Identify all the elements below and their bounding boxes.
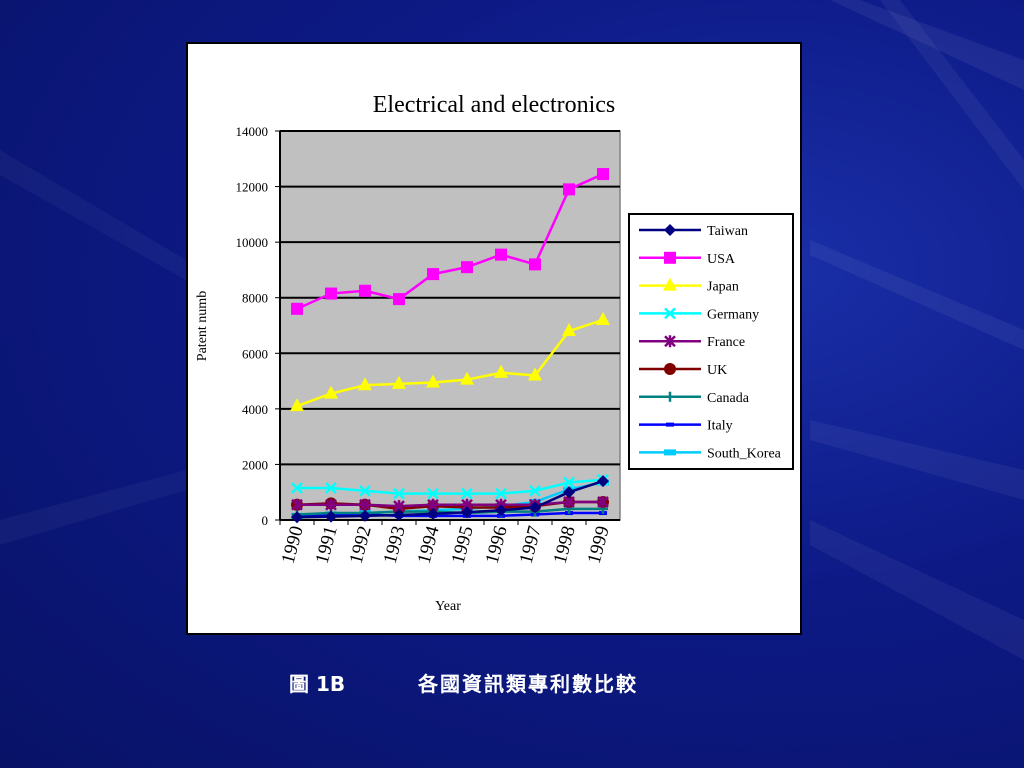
x-tick-label: 1997: [516, 524, 546, 566]
data-point-japan: [426, 374, 440, 388]
legend-marker-italy: [666, 422, 674, 427]
legend-label-japan: Japan: [707, 280, 739, 295]
legend-marker-taiwan: [664, 224, 676, 236]
series-line-taiwan: [296, 479, 604, 519]
y-axis-label: Patent numb: [195, 291, 210, 361]
data-point-taiwan: [597, 475, 609, 488]
legend-label-canada: Canada: [707, 391, 750, 406]
x-tick-label: 1992: [346, 524, 376, 566]
line-chart: Electrical and electronics 0 2000 4000 6000…: [195, 92, 794, 614]
data-point-usa: [495, 248, 507, 261]
data-point-japan: [528, 367, 542, 381]
data-point-taiwan: [563, 486, 575, 499]
data-point-japan: [596, 311, 610, 325]
legend-marker-japan: [663, 277, 677, 291]
data-point-usa: [325, 287, 337, 300]
data-point-france: [291, 498, 303, 511]
data-point-germany: [325, 482, 337, 494]
legend-marker-france: [664, 335, 676, 348]
data-point-japan: [460, 371, 474, 385]
x-tick-label: 1999: [584, 524, 614, 566]
data-point-france: [597, 495, 609, 508]
data-point-germany: [461, 487, 473, 500]
legend-label-usa: USA: [707, 252, 736, 267]
series-line-italy: [296, 511, 603, 518]
data-point-japan: [562, 323, 576, 337]
data-point-usa: [529, 258, 541, 271]
data-point-taiwan: [393, 508, 405, 521]
data-point-taiwan: [495, 504, 507, 517]
y-tick-label: 12000: [236, 180, 269, 195]
y-tick-label: 10000: [236, 235, 269, 250]
data-point-usa: [461, 261, 473, 274]
legend-label-france: France: [707, 335, 745, 350]
x-tick-label: 1998: [550, 524, 580, 566]
legend-marker-south-korea: [664, 449, 676, 456]
legend-marker-germany: [664, 307, 676, 320]
data-point-japan: [358, 377, 372, 391]
legend-marker-canada: [665, 391, 675, 402]
y-tick-label: 4000: [242, 402, 268, 417]
data-point-taiwan: [461, 506, 473, 519]
legend-label-taiwan: Taiwan: [707, 224, 748, 239]
x-tick-label: 1996: [482, 524, 512, 566]
data-point-usa: [597, 168, 609, 181]
figure-description: 各國資訊類專利數比較: [418, 672, 638, 696]
data-point-france: [359, 498, 371, 511]
data-point-usa: [291, 302, 303, 315]
data-point-germany: [393, 487, 405, 500]
y-tick-label: 6000: [242, 346, 268, 361]
legend-label-germany: Germany: [707, 307, 759, 322]
data-point-japan: [392, 375, 406, 389]
data-point-taiwan: [291, 511, 303, 524]
x-tick-label: 1994: [414, 523, 444, 566]
x-axis-label: Year: [435, 599, 461, 614]
data-point-germany: [359, 484, 371, 497]
x-tick-label: 1995: [448, 524, 478, 566]
series-line-germany: [297, 478, 604, 495]
data-point-japan: [290, 398, 304, 412]
data-point-germany: [291, 482, 303, 494]
series-line-japan: [296, 318, 604, 408]
chart-title: Electrical and electronics: [373, 92, 616, 118]
y-tick-label: 0: [262, 513, 269, 528]
x-tick-label: 1993: [380, 524, 410, 566]
data-point-japan: [324, 385, 338, 399]
legend-label-south-korea: South_Korea: [707, 446, 782, 461]
y-tick-label: 14000: [236, 124, 269, 139]
y-tick-label: 2000: [242, 457, 268, 472]
data-point-taiwan: [325, 510, 337, 523]
data-point-germany: [563, 476, 575, 489]
data-point-usa: [359, 284, 371, 297]
legend-marker-usa: [664, 251, 676, 264]
legend-label-italy: Italy: [707, 419, 733, 434]
x-tick-label: 1991: [312, 524, 342, 566]
data-point-germany: [427, 487, 439, 500]
y-tick-label: 8000: [242, 291, 268, 306]
data-point-usa: [563, 183, 575, 196]
data-point-germany: [529, 484, 541, 497]
data-point-usa: [427, 268, 439, 281]
figure-number: 圖 1B: [289, 672, 346, 696]
data-point-taiwan: [427, 507, 439, 520]
series-line-usa: [296, 172, 604, 310]
series-line-france: [297, 500, 603, 508]
chart-panel: Electrical and electronics 0 2000 4000 6000…: [186, 42, 802, 635]
data-point-taiwan: [529, 501, 541, 514]
data-point-usa: [393, 293, 405, 306]
data-point-japan: [494, 364, 508, 378]
data-point-germany: [495, 487, 507, 500]
data-point-taiwan: [359, 509, 371, 522]
legend-label-uk: UK: [707, 363, 727, 378]
legend-marker-uk: [664, 363, 676, 375]
data-point-france: [325, 498, 337, 511]
x-tick-label: 1990: [278, 524, 308, 566]
